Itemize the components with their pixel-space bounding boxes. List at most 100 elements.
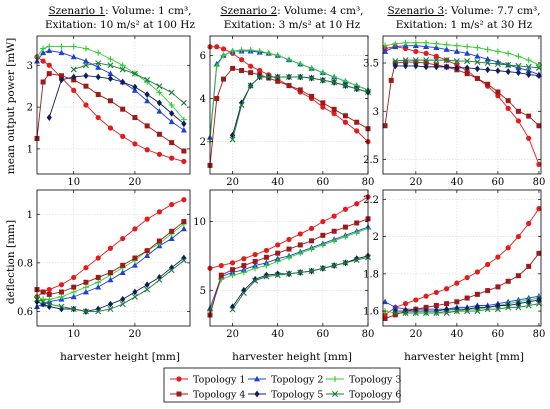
series-topology-5 [392,296,542,315]
data-point [168,102,175,108]
data-point [263,247,270,254]
data-point [474,53,481,59]
data-point [256,48,263,55]
series-line [384,253,540,319]
data-point [95,92,101,98]
data-point [107,276,114,283]
legend-marker [332,376,338,382]
panel-1: 10 20 1 2 3 [27,35,191,188]
data-point [505,68,511,76]
x-tick-label: 40 [271,177,284,188]
data-point [156,209,162,215]
data-point [83,102,89,108]
plot-frame [36,35,191,175]
x-tick-label: 40 [451,329,464,340]
data-point [107,270,113,276]
data-point [342,113,348,119]
data-point [353,229,360,236]
data-point [309,238,315,244]
data-point [505,304,512,311]
data-point [95,114,101,121]
data-point [229,48,236,55]
data-point [252,277,259,284]
data-point [83,72,89,80]
data-point [525,67,532,74]
data-point [131,70,138,77]
data-point [444,305,450,313]
data-point [95,308,102,315]
data-point [275,250,281,256]
data-point [354,119,360,125]
data-point [454,280,460,286]
data-point [58,43,65,50]
legend-item: Topology 6 [326,390,401,401]
data-point [70,289,77,295]
data-point [331,237,338,244]
data-point [464,71,470,77]
data-point [403,59,409,65]
x-tick-label: 60 [492,177,505,188]
series-topology-6 [392,300,542,316]
data-point [156,151,162,157]
data-point [107,300,114,308]
data-point [515,62,522,69]
data-point [297,73,304,80]
y-tick-label: 3 [373,107,379,118]
data-point [453,48,460,54]
data-point [286,270,292,277]
data-point [331,79,338,86]
data-point [331,213,337,219]
data-point [247,82,254,89]
data-point [536,123,542,129]
data-point [484,60,491,67]
panel-3: 20 40 60 80 2.5 3 3.5 [363,35,545,188]
data-point [423,43,430,50]
series-topology-6 [229,73,371,143]
data-point [464,274,470,281]
data-point [252,258,258,264]
data-point [412,309,419,316]
data-point [144,252,151,258]
data-point [433,309,440,316]
series-line [384,45,540,76]
data-point [444,286,450,292]
legend-item: Topology 3 [326,375,401,386]
y-tick-label: 0.6 [17,307,33,318]
data-point [229,260,236,266]
data-point [220,46,227,52]
data-point [40,79,46,85]
data-point [144,281,150,289]
data-point [168,235,175,241]
data-point [309,93,315,99]
data-point [46,301,53,308]
data-point [392,40,399,47]
data-point [252,275,258,283]
data-point [308,268,315,275]
data-point [382,123,388,129]
data-point [342,259,349,266]
data-point [168,89,175,96]
y-tick-label: 5 [200,286,206,297]
data-point [252,262,259,268]
series-topology-3 [207,47,371,145]
data-point [229,306,236,313]
legend-label: Topology 1 [193,375,245,386]
legend-marker [176,391,182,397]
xlabel-3: harvester height [mm] [404,351,524,363]
data-point [412,57,419,64]
data-point [230,65,236,71]
panel-title-3: Szenario 3: Volume: 7.7 cm³, [387,5,540,17]
series-topology-6 [34,257,187,315]
data-point [71,274,77,281]
series-topology-6 [229,254,371,313]
series-topology-1 [34,197,187,300]
data-point [474,65,480,73]
data-point [526,220,532,227]
panel-subtitle-2: Exitation: 3 m/s² at 10 Hz [224,19,361,31]
data-point [252,265,259,272]
series-topology-4 [34,219,187,297]
y-tick-label: 2 [200,137,206,148]
data-point [58,76,65,84]
data-point [58,49,65,56]
data-point [433,53,439,59]
